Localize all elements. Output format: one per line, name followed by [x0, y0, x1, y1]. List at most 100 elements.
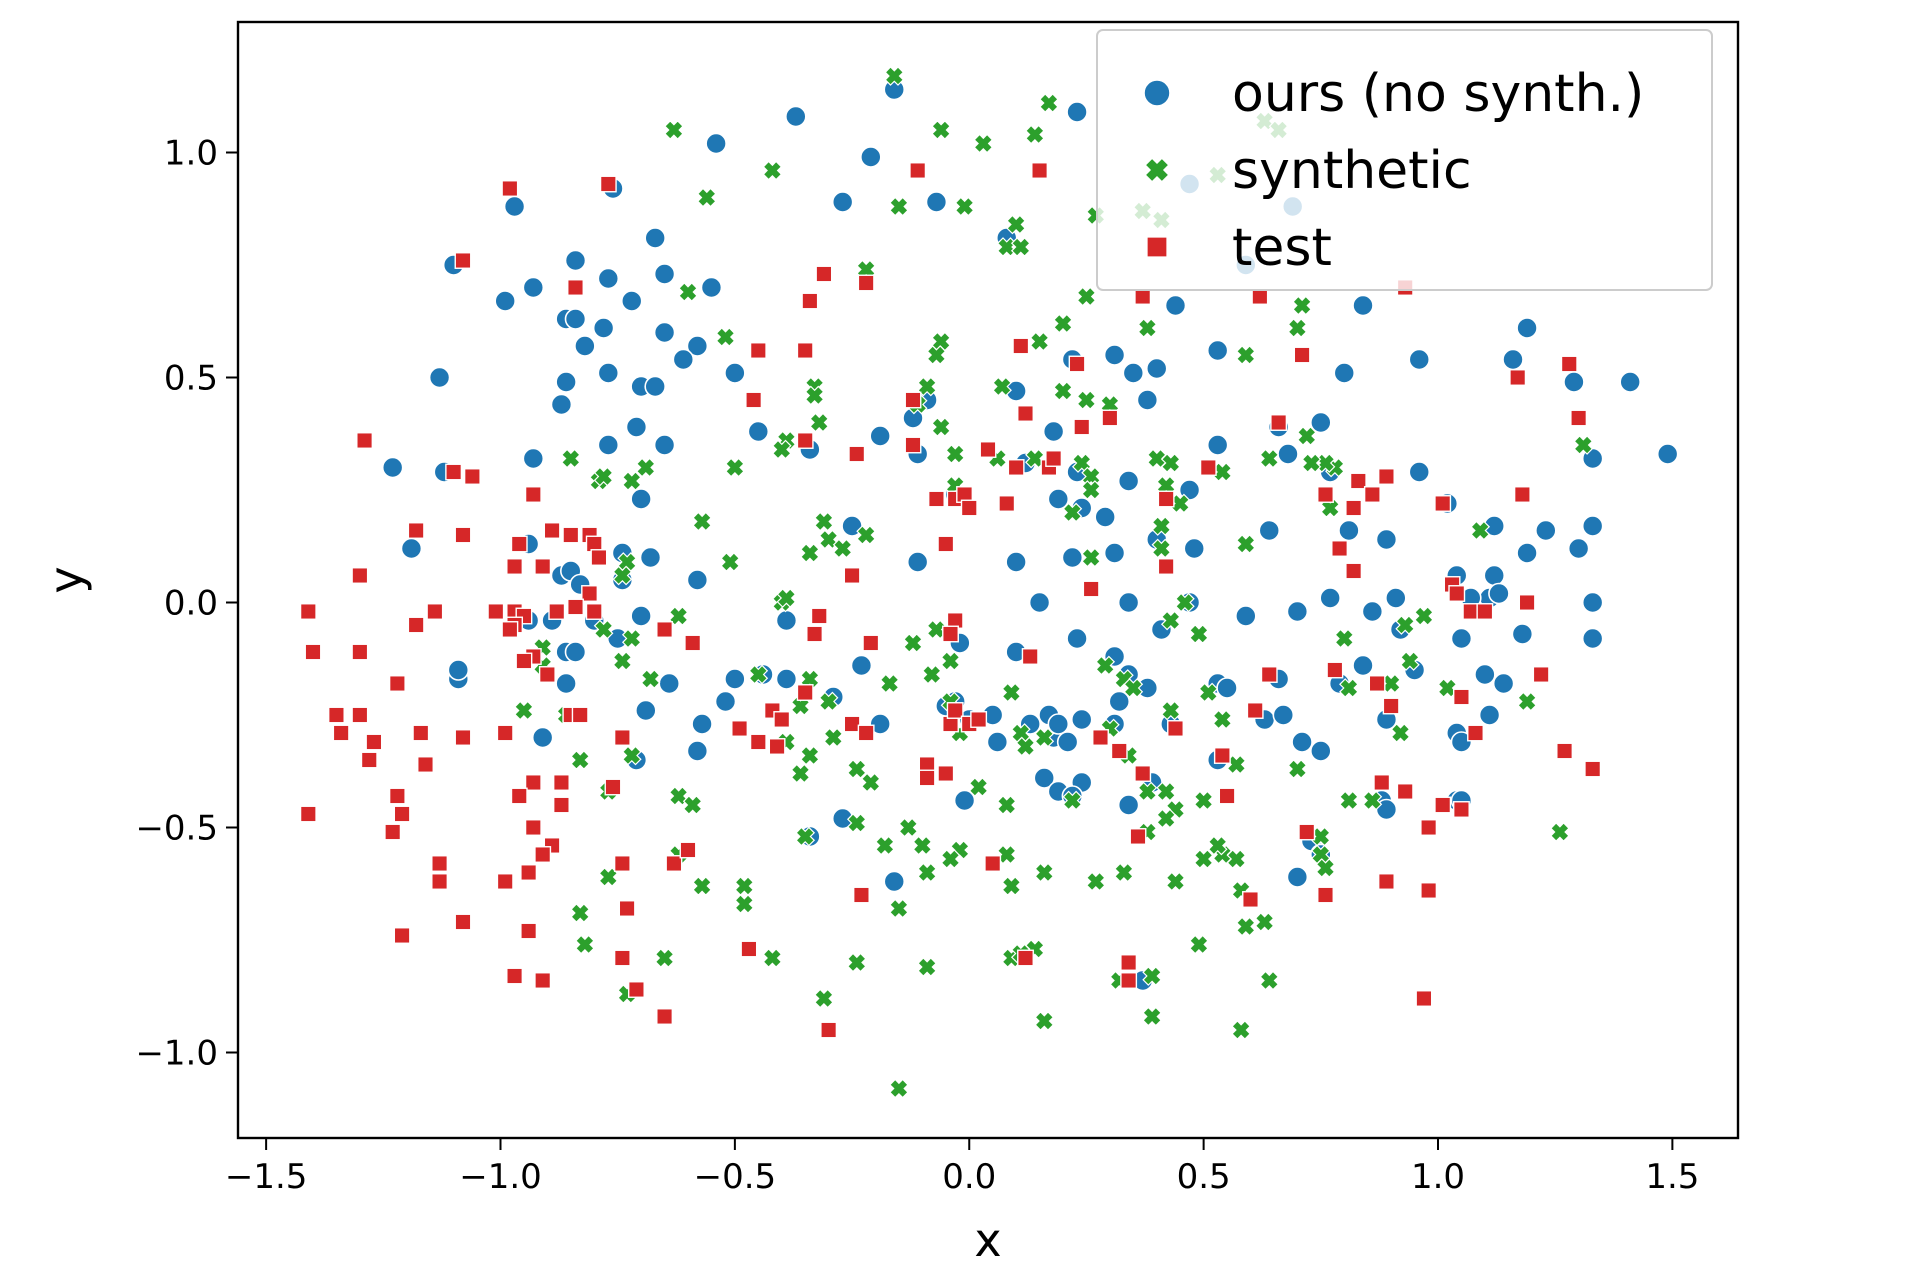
- point-test: [454, 729, 472, 746]
- point-ours: [1488, 582, 1510, 605]
- point-synthetic: [1034, 862, 1055, 883]
- point-synthetic: [1025, 124, 1045, 145]
- point-ours: [1408, 348, 1431, 371]
- point-ours: [1483, 564, 1506, 587]
- point-test: [1157, 490, 1175, 508]
- point-ours: [1117, 470, 1140, 492]
- point-test: [520, 922, 538, 940]
- point-synthetic: [678, 282, 698, 302]
- point-synthetic: [1160, 610, 1181, 631]
- point-synthetic: [1550, 822, 1570, 842]
- point-synthetic: [692, 876, 712, 896]
- point-synthetic: [1123, 678, 1144, 698]
- point-synthetic: [917, 957, 937, 977]
- point-test: [590, 549, 608, 566]
- point-ours: [653, 434, 676, 456]
- point-ours: [644, 375, 666, 398]
- point-synthetic: [1198, 682, 1219, 703]
- point-synthetic: [1259, 970, 1280, 991]
- point-ours: [428, 366, 451, 389]
- point-synthetic: [804, 385, 825, 406]
- point-test: [407, 522, 425, 539]
- point-test: [510, 535, 528, 553]
- point-synthetic: [1226, 849, 1247, 869]
- point-test: [365, 733, 383, 751]
- point-test: [1331, 540, 1349, 557]
- point-test: [552, 774, 570, 791]
- x-tick-label: −1.5: [225, 1157, 308, 1197]
- point-test: [463, 468, 481, 485]
- point-ours: [1450, 731, 1473, 753]
- point-synthetic: [1076, 286, 1097, 307]
- point-synthetic: [1156, 808, 1176, 829]
- point-ours: [1310, 411, 1332, 434]
- point-synthetic: [889, 1078, 909, 1099]
- point-test: [679, 841, 697, 859]
- point-test: [1120, 972, 1138, 989]
- point-synthetic: [903, 633, 923, 653]
- point-test: [1452, 801, 1470, 818]
- point-synthetic: [1437, 678, 1458, 698]
- point-synthetic: [1114, 862, 1134, 883]
- point-synthetic: [1395, 615, 1416, 635]
- point-test: [613, 855, 631, 872]
- point-test: [810, 607, 828, 625]
- point-synthetic: [818, 691, 839, 712]
- x-tick-label: 1.5: [1645, 1157, 1699, 1197]
- point-test: [1120, 954, 1138, 971]
- point-test: [1021, 648, 1039, 665]
- point-synthetic: [1235, 534, 1256, 554]
- point-synthetic: [682, 795, 703, 815]
- data-points: [299, 66, 1679, 1099]
- point-synthetic: [734, 876, 755, 896]
- point-ours: [1047, 488, 1070, 510]
- point-synthetic: [1301, 453, 1322, 473]
- point-test: [656, 621, 674, 638]
- point-synthetic: [570, 903, 591, 923]
- y-tick-label: −1.0: [135, 1034, 218, 1074]
- point-synthetic: [898, 817, 919, 838]
- point-test: [904, 391, 922, 409]
- point-synthetic: [1015, 736, 1036, 757]
- point-test: [1134, 765, 1152, 782]
- point-synthetic: [776, 588, 797, 608]
- point-synthetic: [1165, 871, 1186, 892]
- point-ours: [592, 317, 615, 339]
- point-synthetic: [875, 835, 895, 856]
- point-test: [454, 252, 472, 269]
- y-axis-ticks: −1.0 −0.5 0.0 0.5 1.0: [135, 134, 238, 1074]
- point-test: [820, 1021, 838, 1039]
- point-ours: [1277, 443, 1299, 465]
- point-ours: [625, 416, 648, 438]
- point-synthetic: [917, 862, 937, 883]
- point-synthetic: [612, 565, 633, 586]
- point-test: [1377, 873, 1395, 890]
- point-ours: [785, 105, 807, 128]
- point-synthetic: [771, 439, 792, 460]
- point-test: [1556, 742, 1574, 760]
- point-test: [510, 787, 528, 805]
- point-test: [360, 751, 378, 769]
- x-tick-label: 1.0: [1411, 1157, 1465, 1197]
- point-test: [848, 445, 866, 463]
- point-test: [1270, 414, 1288, 431]
- point-test: [1420, 819, 1438, 836]
- point-test: [604, 778, 622, 796]
- point-synthetic: [762, 948, 783, 968]
- point-test: [548, 603, 566, 620]
- point-synthetic: [1517, 691, 1537, 712]
- point-test: [534, 846, 552, 863]
- point-ours: [686, 335, 709, 357]
- point-synthetic: [921, 664, 942, 685]
- point-ours: [1408, 461, 1431, 483]
- point-test: [501, 621, 519, 638]
- point-ours: [1108, 690, 1131, 713]
- legend-marker-ours: [1143, 79, 1171, 107]
- point-synthetic: [846, 952, 867, 973]
- point-synthetic: [996, 844, 1017, 865]
- point-synthetic: [1039, 93, 1059, 113]
- y-tick-label: 0.5: [164, 359, 218, 399]
- point-test: [543, 522, 561, 539]
- point-test: [796, 432, 814, 449]
- point-synthetic: [1254, 912, 1275, 932]
